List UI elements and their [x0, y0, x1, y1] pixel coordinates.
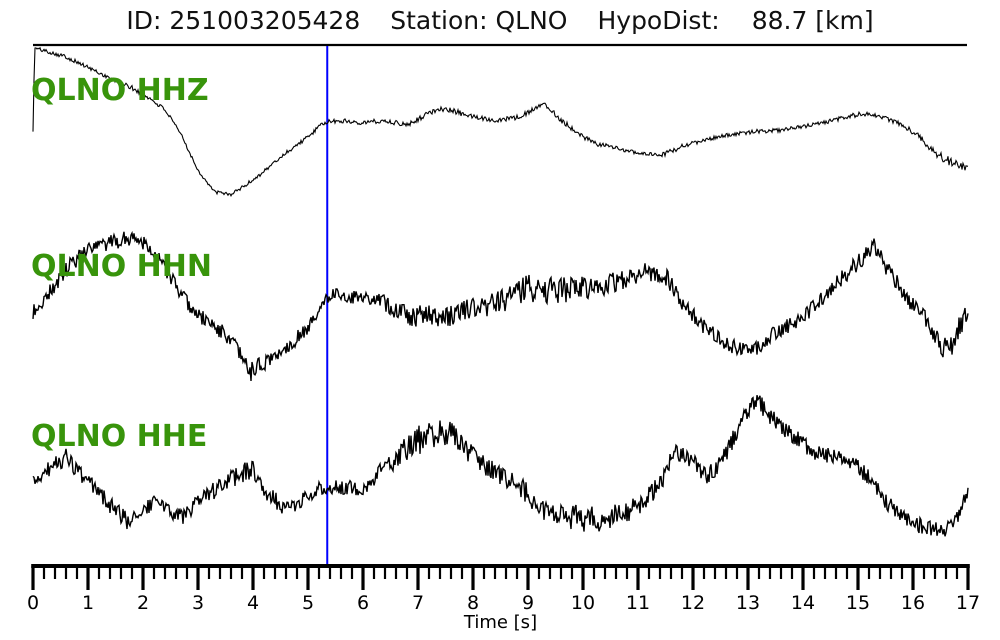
figure-title: ID: 251003205428 Station: QLNO HypoDist:…: [0, 6, 1000, 35]
x-tick-label: 1: [82, 592, 94, 614]
x-tick-label: 0: [27, 592, 39, 614]
hypodist-value: 88.7 [km]: [751, 6, 874, 35]
station-text: Station: QLNO: [390, 6, 568, 35]
hypodist-label: HypoDist:: [597, 6, 720, 35]
x-tick-label: 2: [137, 592, 149, 614]
x-tick-label: 10: [571, 592, 595, 614]
x-tick-label: 14: [791, 592, 815, 614]
trace-label-hhz: QLNO HHZ: [31, 73, 209, 108]
event-id-text: ID: 251003205428: [126, 6, 361, 35]
x-tick-label: 12: [681, 592, 705, 614]
trace-paths: [32, 46, 969, 537]
trace-path-hhe: [32, 395, 969, 537]
trace-path-hhz: [32, 46, 969, 197]
x-tick-label: 6: [357, 592, 369, 614]
x-tick-label: 15: [846, 592, 870, 614]
x-tick-label: 5: [302, 592, 314, 614]
x-tick-label: 17: [956, 592, 980, 614]
x-tick-label: 3: [192, 592, 204, 614]
trace-label-hhe: QLNO HHE: [31, 419, 208, 454]
x-axis-label: Time [s]: [463, 612, 537, 633]
x-tick-label: 7: [412, 592, 424, 614]
x-tick-label: 13: [736, 592, 760, 614]
x-tick-label: 4: [247, 592, 259, 614]
x-tick-label: 16: [901, 592, 925, 614]
trace-path-hhn: [32, 230, 969, 382]
x-tick-label: 9: [522, 592, 534, 614]
hypodist-group: HypoDist: 88.7 [km]: [597, 6, 873, 35]
x-tick-label: 8: [467, 592, 479, 614]
x-tick-label: 11: [626, 592, 650, 614]
trace-label-hhn: QLNO HHN: [31, 249, 212, 284]
